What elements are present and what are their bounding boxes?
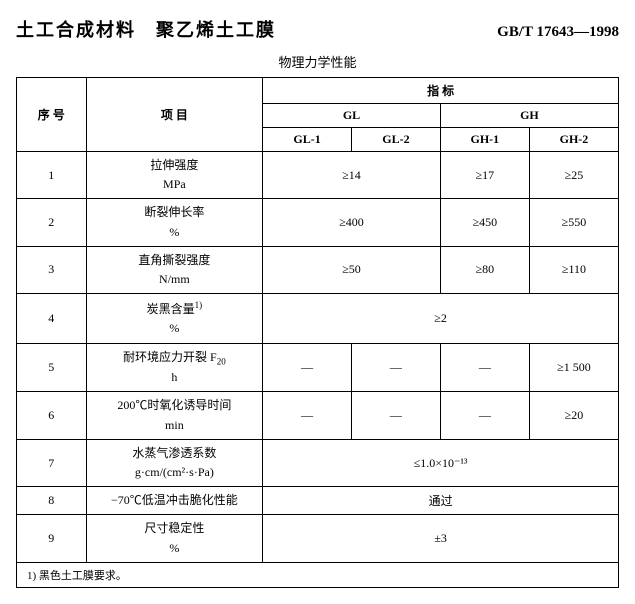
cell-item: 断裂伸长率 %: [86, 199, 263, 246]
cell-item: 耐环境应力开裂 F20 h: [86, 343, 263, 392]
standard-code: GB/T 17643—1998: [497, 24, 619, 41]
table-row: 9 尺寸稳定性 % ±3: [17, 515, 619, 562]
cell-item: 200℃时氧化诱导时间 min: [86, 392, 263, 439]
table-title: 物理力学性能: [16, 52, 619, 71]
cell-seq: 2: [17, 199, 87, 246]
title-main: 土工合成材料: [16, 20, 136, 40]
table-row: 1 拉伸强度 MPa ≥14 ≥17 ≥25: [17, 152, 619, 199]
cell-gl: ≥400: [263, 199, 441, 246]
cell-gh2: ≥1 500: [529, 343, 618, 392]
cell-item: 炭黑含量1) %: [86, 294, 263, 343]
cell-gh2: ≥110: [529, 246, 618, 293]
col-gl1: GL-1: [263, 128, 352, 152]
cell-item: −70℃低温冲击脆化性能: [86, 487, 263, 515]
cell-seq: 7: [17, 439, 87, 486]
cell-seq: 1: [17, 152, 87, 199]
table-footnote-row: 1) 黑色土工膜要求。: [17, 562, 619, 587]
table-row: 4 炭黑含量1) % ≥2: [17, 294, 619, 343]
cell-item: 尺寸稳定性 %: [86, 515, 263, 562]
table-row: 8 −70℃低温冲击脆化性能 通过: [17, 487, 619, 515]
cell-seq: 5: [17, 343, 87, 392]
cell-gl2: —: [351, 392, 440, 439]
page-header: 土工合成材料 聚乙烯土工膜 GB/T 17643—1998: [16, 16, 619, 42]
table-row: 5 耐环境应力开裂 F20 h — — — ≥1 500: [17, 343, 619, 392]
cell-full: ±3: [263, 515, 619, 562]
col-seq: 序 号: [17, 78, 87, 152]
cell-full: ≤1.0×10⁻¹³: [263, 439, 619, 486]
cell-gl1: —: [263, 343, 352, 392]
cell-gl: ≥50: [263, 246, 441, 293]
table-body: 1 拉伸强度 MPa ≥14 ≥17 ≥25 2 断裂伸长率 % ≥400 ≥4…: [17, 152, 619, 588]
table-row: 2 断裂伸长率 % ≥400 ≥450 ≥550: [17, 199, 619, 246]
cell-seq: 6: [17, 392, 87, 439]
cell-gh1: ≥80: [440, 246, 529, 293]
cell-gl1: —: [263, 392, 352, 439]
cell-full: ≥2: [263, 294, 619, 343]
cell-seq: 8: [17, 487, 87, 515]
table-row: 6 200℃时氧化诱导时间 min — — — ≥20: [17, 392, 619, 439]
cell-gl: ≥14: [263, 152, 441, 199]
col-gh: GH: [440, 104, 618, 128]
cell-gh1: ≥17: [440, 152, 529, 199]
cell-full: 通过: [263, 487, 619, 515]
title-sub: 聚乙烯土工膜: [156, 20, 276, 40]
title-group: 土工合成材料 聚乙烯土工膜: [16, 16, 276, 42]
table-row: 3 直角撕裂强度 N/mm ≥50 ≥80 ≥110: [17, 246, 619, 293]
col-gh2: GH-2: [529, 128, 618, 152]
cell-gh1: —: [440, 392, 529, 439]
cell-item: 直角撕裂强度 N/mm: [86, 246, 263, 293]
cell-item: 拉伸强度 MPa: [86, 152, 263, 199]
footnote: 1) 黑色土工膜要求。: [17, 562, 619, 587]
cell-seq: 9: [17, 515, 87, 562]
col-gl: GL: [263, 104, 441, 128]
table-head-row-1: 序 号 项 目 指 标: [17, 78, 619, 104]
cell-gl2: —: [351, 343, 440, 392]
cell-gh2: ≥20: [529, 392, 618, 439]
col-gh1: GH-1: [440, 128, 529, 152]
cell-gh1: ≥450: [440, 199, 529, 246]
cell-seq: 3: [17, 246, 87, 293]
cell-seq: 4: [17, 294, 87, 343]
cell-gh2: ≥25: [529, 152, 618, 199]
cell-gh1: —: [440, 343, 529, 392]
properties-table: 序 号 项 目 指 标 GL GH GL-1 GL-2 GH-1 GH-2 1 …: [16, 77, 619, 588]
col-item: 项 目: [86, 78, 263, 152]
table-row: 7 水蒸气渗透系数 g·cm/(cm²·s·Pa) ≤1.0×10⁻¹³: [17, 439, 619, 486]
col-indicator: 指 标: [263, 78, 619, 104]
col-gl2: GL-2: [351, 128, 440, 152]
cell-item: 水蒸气渗透系数 g·cm/(cm²·s·Pa): [86, 439, 263, 486]
cell-gh2: ≥550: [529, 199, 618, 246]
